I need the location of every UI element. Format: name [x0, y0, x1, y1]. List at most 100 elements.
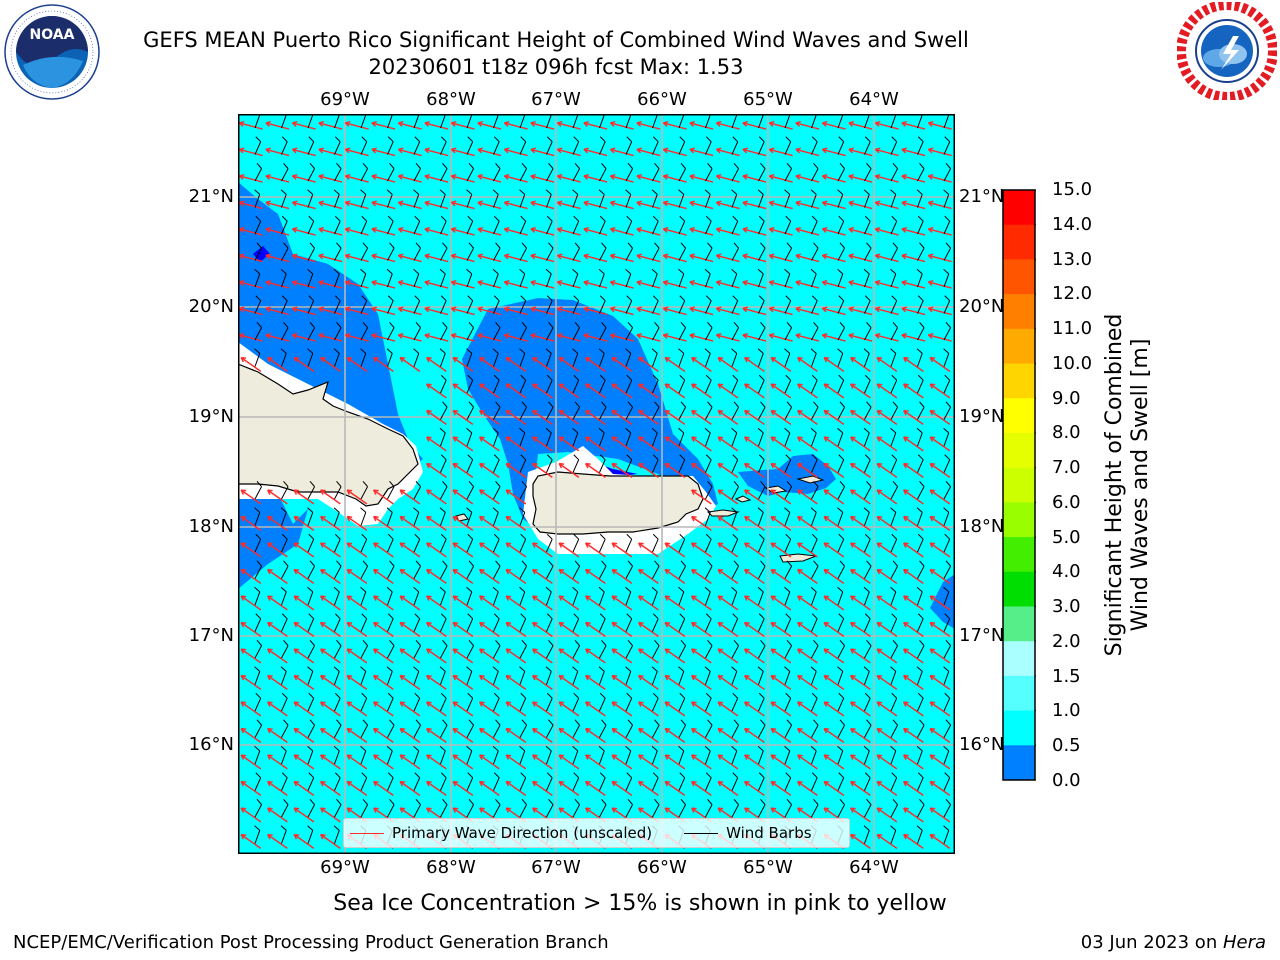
wave-arrow — [505, 356, 527, 372]
wave-arrow — [505, 780, 527, 796]
wind-barb — [731, 189, 738, 208]
wind-barb — [863, 268, 870, 288]
wind-barb — [413, 163, 422, 182]
wind-barb — [572, 268, 579, 288]
wave-arrow — [373, 754, 394, 770]
wave-arrow — [291, 200, 316, 210]
wind-barb — [493, 163, 501, 182]
wind-barb — [943, 799, 952, 818]
wind-barb — [466, 533, 474, 553]
wave-arrow — [346, 780, 368, 796]
wind-barb — [678, 719, 687, 738]
wind-barb — [440, 692, 447, 712]
wave-arrow — [768, 333, 793, 342]
wave-arrow — [293, 515, 315, 531]
wind-barb — [917, 242, 925, 261]
wave-arrow — [452, 780, 474, 796]
wave-arrow — [452, 727, 474, 743]
wave-arrow — [876, 595, 898, 611]
wave-arrow — [503, 306, 528, 316]
wave-arrow — [795, 121, 820, 130]
wind-barb — [864, 692, 871, 712]
wave-arrow — [850, 515, 871, 531]
wave-arrow — [346, 515, 368, 531]
wave-arrow — [689, 280, 714, 289]
wind-barb — [784, 507, 791, 526]
wave-arrow — [530, 253, 555, 263]
wind-barb — [439, 348, 446, 367]
wind-barb — [890, 163, 899, 182]
wind-barb — [705, 136, 712, 155]
wind-barb — [784, 427, 791, 447]
wind-barb — [837, 454, 845, 473]
wind-barb — [943, 692, 951, 712]
wind-barb — [360, 613, 368, 632]
wind-barb — [466, 799, 475, 818]
wave-arrow — [768, 227, 793, 236]
wave-arrow — [267, 780, 288, 796]
wind-barb — [784, 719, 793, 738]
wind-barb — [652, 136, 659, 155]
wind-barb — [890, 374, 898, 394]
wind-barb — [651, 189, 658, 208]
wind-barb — [545, 586, 552, 606]
wave-arrow — [320, 701, 341, 717]
wind-barb — [705, 295, 712, 314]
wind-barb — [704, 268, 711, 288]
wind-barb — [890, 427, 897, 447]
wind-barb — [360, 136, 368, 155]
wind-barb — [334, 242, 342, 261]
wave-arrow — [903, 780, 924, 796]
wave-arrow — [691, 595, 712, 611]
wind-barb — [439, 507, 446, 526]
footer-date: 03 Jun 2023 on — [1080, 932, 1223, 953]
wave-arrow — [795, 174, 820, 183]
wind-barb — [254, 348, 261, 367]
wind-barb — [281, 772, 288, 791]
wind-barb — [599, 163, 607, 182]
wind-barb — [413, 745, 420, 765]
wave-arrow — [450, 147, 475, 157]
wave-arrow — [532, 409, 553, 425]
wind-barb — [890, 772, 898, 791]
wind-barb — [864, 295, 871, 314]
wind-barb — [440, 322, 448, 341]
wind-barb — [307, 692, 315, 712]
wind-barb — [492, 268, 499, 288]
wave-arrow — [452, 542, 474, 558]
wind-barb — [810, 586, 817, 606]
wave-arrow — [267, 754, 288, 770]
wave-region-west — [238, 182, 423, 589]
wind-barb — [916, 189, 923, 208]
wave-arrow — [238, 253, 263, 263]
wave-arrow — [346, 727, 368, 743]
wind-barb — [599, 454, 606, 473]
wave-arrow — [636, 121, 661, 130]
wave-arrow — [715, 200, 740, 210]
wind-barb — [625, 242, 634, 261]
wind-barb — [307, 799, 316, 818]
wind-barb — [387, 481, 395, 500]
wave-arrow — [770, 568, 792, 584]
wave-arrow — [770, 462, 792, 478]
wave-arrow — [823, 515, 845, 531]
wave-arrow — [638, 409, 659, 425]
wave-arrow — [505, 462, 527, 478]
wave-arrow — [797, 701, 818, 717]
wind-barb — [943, 666, 950, 685]
wave-region-east — [930, 574, 955, 629]
wave-arrow — [344, 121, 369, 130]
wind-barb — [439, 586, 446, 606]
wind-barb — [387, 322, 395, 341]
wind-barb — [254, 533, 262, 553]
wind-barb — [439, 666, 446, 685]
wave-arrow — [691, 489, 712, 505]
wind-barb — [705, 692, 712, 712]
wind-barb — [254, 640, 263, 659]
wind-barb — [837, 136, 845, 155]
wave-arrow — [744, 409, 765, 425]
colorbar-bin — [1003, 710, 1035, 746]
wind-barb — [307, 772, 315, 791]
wind-barb — [625, 401, 634, 420]
wave-arrow — [291, 121, 316, 130]
